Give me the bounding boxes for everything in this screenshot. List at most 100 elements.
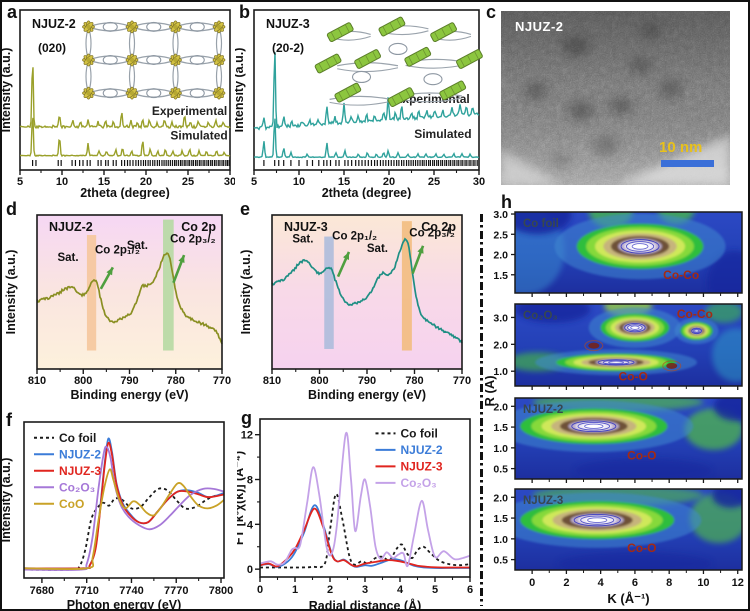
peak-annotation: (020) xyxy=(38,41,66,55)
series-Co foil xyxy=(24,487,224,571)
wavelet-speck-ring xyxy=(584,340,604,352)
contour-ring xyxy=(627,324,643,332)
tem-sample-label: NJUZ-2 xyxy=(515,19,564,34)
contour-ring xyxy=(694,329,700,333)
wavelet-hotspot xyxy=(535,349,698,376)
y-tick-label: 4 xyxy=(247,519,254,531)
chart-d-svg: 810 800 790 780 770 Binding energy (eV) Intens… xyxy=(4,214,231,402)
legend-label: Co foil xyxy=(59,431,96,445)
annotation-arrowhead xyxy=(417,245,424,254)
x-tick-label: 5 xyxy=(17,176,23,188)
panel-d-letter: d xyxy=(6,199,17,219)
xps-annotation: Co 2p₁/₂ xyxy=(332,231,377,243)
section-divider xyxy=(480,214,483,606)
x-tick-label: 25 xyxy=(182,176,194,188)
contour-ring xyxy=(587,517,608,523)
wavelet-wash xyxy=(574,458,712,479)
wavelet-wash xyxy=(713,398,742,421)
x-tick-label: 0 xyxy=(529,577,535,589)
wavelet-map-Co foil: Co-Co Co foil 1.5 2.0 2.5 3.0 xyxy=(493,209,743,297)
highlight-band xyxy=(163,219,174,351)
y-axis-label: Intensity (a.u.) xyxy=(239,250,253,335)
contour-ring xyxy=(577,421,611,431)
panel-f-letter: f xyxy=(6,410,12,430)
panel-title: NJUZ-3 xyxy=(266,17,310,31)
wavelet-map-name: Co foil xyxy=(523,218,559,230)
contour-ring xyxy=(602,359,630,365)
y-tick-label: 1.0 xyxy=(493,366,508,378)
contour-ring xyxy=(597,359,635,366)
x-tick-label: 20 xyxy=(140,176,152,188)
chart-f-svg: 7680 7710 7740 7770 7800 Photon energy (eV) In… xyxy=(2,421,233,609)
x-tick-label: 4 xyxy=(598,577,605,589)
y-tick-label: 2.0 xyxy=(493,339,508,351)
wavelet-map-NJUZ-3: Co-O NJUZ-3 0.5 1.0 1.5 2.0 0 2 4 6 8 10 12 xyxy=(493,488,744,589)
x-tick-label: 800 xyxy=(74,375,92,387)
x-axis-label: 2theta (degree) xyxy=(80,186,170,199)
plot-frame xyxy=(19,9,231,171)
x-tick-label: 5 xyxy=(432,584,438,596)
x-tick-label: 790 xyxy=(120,375,138,387)
y-tick-label: 2.5 xyxy=(493,229,508,241)
contour-ring xyxy=(624,323,646,333)
y-tick-label: 0.5 xyxy=(493,555,508,567)
xrd-curve-experimental xyxy=(19,67,231,130)
wavelet-annotation: Co-O xyxy=(627,541,656,555)
x-tick-label: 10 xyxy=(56,176,68,188)
y-tick-label: 1.5 xyxy=(493,513,508,525)
xrd-curve-simulated xyxy=(253,118,480,159)
wavelet-annotation: Co-O xyxy=(627,448,656,462)
wavelet-speck-ring xyxy=(662,360,682,372)
panel-a-letter: a xyxy=(7,2,18,22)
wavelet-wash xyxy=(515,304,591,323)
x-tick-label: 7800 xyxy=(209,585,233,597)
xps-annotation: Co 2p₁/₂ xyxy=(95,245,140,257)
chart-a-svg: 5 10 15 20 25 30 2theta (degree) Intensity (a.u… xyxy=(2,9,235,199)
x-tick-label: 2 xyxy=(327,584,333,596)
contour-ring xyxy=(630,325,640,330)
wavelet-wash xyxy=(712,489,742,508)
panel-e-xps-chart: 810 800 790 780 770 Binding energy (eV) Intens… xyxy=(237,199,487,410)
corner-label: Co 2p xyxy=(421,220,456,234)
x-tick-label: 3 xyxy=(362,584,368,596)
wavelet-wash xyxy=(557,552,712,570)
x-axis-label: Binding energy (eV) xyxy=(70,388,188,402)
annotation-arrowhead xyxy=(106,267,113,276)
contour-ring xyxy=(620,239,660,254)
wavelet-map-name: NJUZ-3 xyxy=(523,495,563,507)
x-tick-label: 20 xyxy=(383,176,395,188)
y-tick-label: 3.0 xyxy=(493,312,508,324)
y-axis-label: Intensity (a.u.) xyxy=(235,48,246,133)
contour-ring xyxy=(580,515,615,525)
x-tick-label: 25 xyxy=(428,176,440,188)
crystal-structure-inset xyxy=(314,16,483,107)
wavelet-map-NJUZ-2: Co-O NJUZ-2 0.5 1.0 1.5 2.0 xyxy=(493,397,743,483)
y-tick-label: 1.5 xyxy=(493,422,508,434)
panel-f-xanes-chart: 7680 7710 7740 7770 7800 Photon energy (eV) In… xyxy=(2,410,237,609)
x-tick-label: 1 xyxy=(292,584,298,596)
x-axis-label: Radial distance (Å) xyxy=(309,598,422,611)
y-axis-label: Intensity (a.u.) xyxy=(4,250,18,335)
x-axis-label: 2theta (degree) xyxy=(322,186,412,199)
panel-h-wavelet-charts: Co-Co Co foil 1.5 2.0 2.5 3.0 Co-Co Co-O Co₂O₃ 1.… xyxy=(485,192,748,609)
xps-annotation: Sat. xyxy=(367,243,388,255)
y-tick-label: 1.0 xyxy=(493,443,508,455)
y-tick-label: 2.0 xyxy=(493,492,508,504)
series-NJUZ-3 xyxy=(24,441,224,570)
chart-b-svg: 5 10 15 20 25 30 2theta (degree) Intensity (a.u… xyxy=(235,9,485,199)
plot-frame xyxy=(514,397,743,480)
x-tick-label: 10 xyxy=(293,176,305,188)
tem-features xyxy=(501,11,730,185)
xps-annotation: Sat. xyxy=(127,240,148,252)
series-Co₂O₃ xyxy=(260,431,470,568)
series-Co foil xyxy=(260,493,470,569)
annotation-arrowhead xyxy=(178,255,185,263)
xps-background xyxy=(37,215,222,369)
plot-frame xyxy=(23,421,225,579)
x-tick-label: 15 xyxy=(338,176,350,188)
wavelet-annotation: Co-Co xyxy=(677,307,713,321)
legend-label: NJUZ-2 xyxy=(59,447,101,461)
legend-label: Co₂O₃ xyxy=(59,480,95,494)
legend-label: NJUZ-3 xyxy=(59,464,101,478)
